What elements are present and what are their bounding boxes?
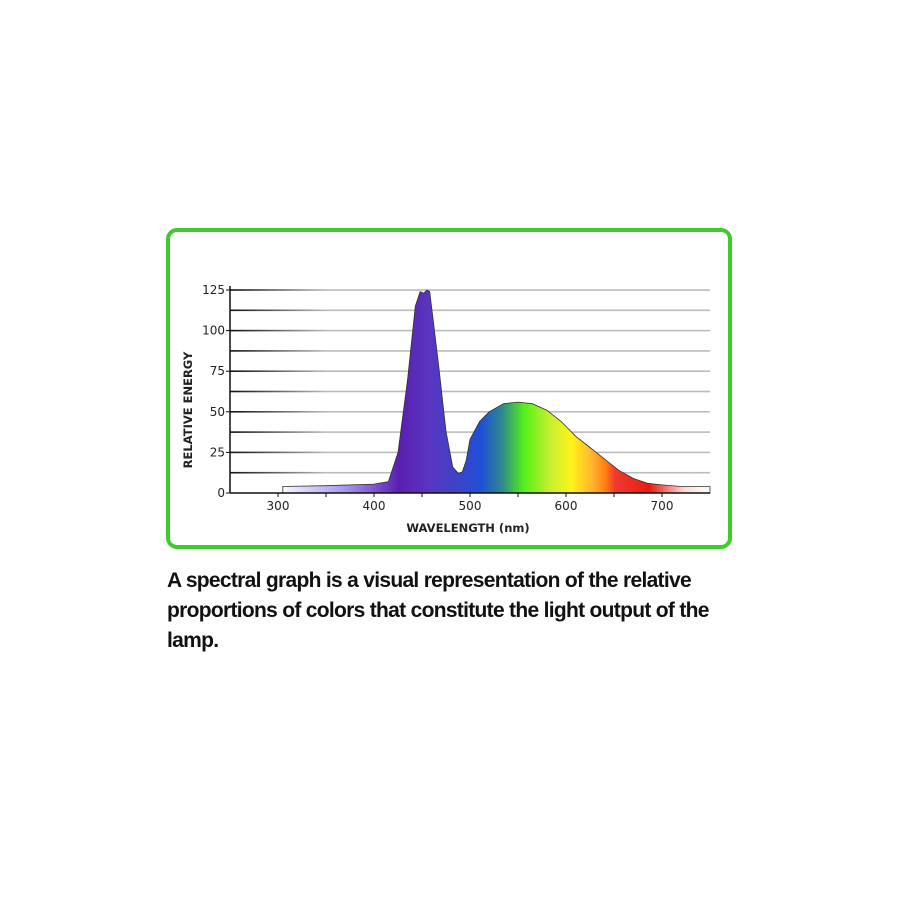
y-tick-label: 25 (210, 445, 225, 459)
gridline (230, 289, 710, 291)
y-axis-label: RELATIVE ENERGY (181, 351, 195, 468)
gridline (230, 390, 710, 393)
gridline (230, 350, 710, 352)
x-tick-label: 700 (651, 499, 674, 513)
chart-frame (166, 228, 732, 549)
caption: A spectral graph is a visual representat… (167, 569, 709, 652)
x-axis-label: WAVELENGTH (nm) (406, 521, 529, 535)
gridline (230, 329, 710, 332)
x-tick-label: 500 (459, 499, 482, 513)
y-tick-label: 125 (202, 283, 225, 297)
x-tick-label: 600 (555, 499, 578, 513)
y-tick-label: 0 (217, 486, 225, 500)
x-tick-label: 300 (267, 499, 290, 513)
gridline (230, 309, 710, 312)
gridline (230, 370, 710, 372)
y-tick-label: 100 (202, 324, 225, 338)
y-tick-label: 75 (210, 364, 225, 378)
x-tick-label: 400 (363, 499, 386, 513)
spectrum-area (282, 289, 711, 494)
y-tick-label: 50 (210, 405, 225, 419)
gridline (230, 431, 710, 433)
gridline (230, 411, 710, 413)
